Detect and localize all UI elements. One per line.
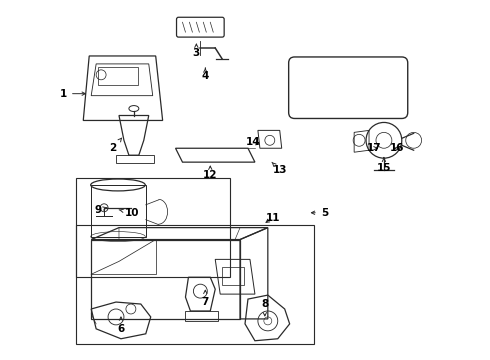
Text: 5: 5 xyxy=(311,208,328,218)
Text: 2: 2 xyxy=(109,138,122,153)
Text: 11: 11 xyxy=(266,213,280,223)
Text: 13: 13 xyxy=(272,162,287,175)
Text: 6: 6 xyxy=(117,317,124,334)
Bar xyxy=(91,185,146,237)
Bar xyxy=(76,225,315,344)
Text: 1: 1 xyxy=(60,89,85,99)
Bar xyxy=(98,67,138,85)
Text: 8: 8 xyxy=(261,299,269,316)
Text: 15: 15 xyxy=(377,158,391,173)
Bar xyxy=(76,178,230,277)
Text: 14: 14 xyxy=(245,137,260,147)
Text: 9: 9 xyxy=(95,205,107,215)
Text: 17: 17 xyxy=(367,143,381,153)
Text: 4: 4 xyxy=(201,68,209,81)
Text: 3: 3 xyxy=(193,44,200,58)
Text: 12: 12 xyxy=(203,166,218,180)
Text: 10: 10 xyxy=(119,208,139,218)
Bar xyxy=(222,267,244,285)
Text: 16: 16 xyxy=(390,143,404,153)
Bar xyxy=(116,155,154,163)
Text: 7: 7 xyxy=(201,290,209,307)
